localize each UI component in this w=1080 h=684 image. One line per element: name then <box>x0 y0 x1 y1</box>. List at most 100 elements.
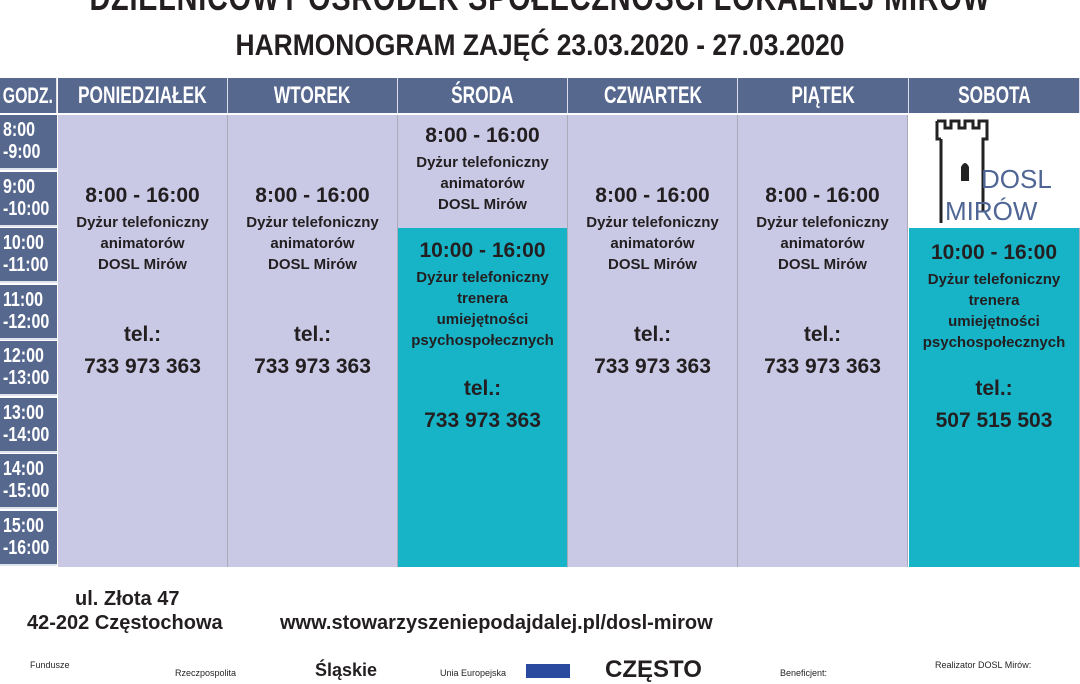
main-title: DZIELNICOWY OŚRODEK SPOŁECZNOŚCI LOKALNE… <box>0 0 1080 18</box>
phone-number: 733 973 363 <box>594 355 711 378</box>
logo-slaskie: Śląskie <box>315 660 378 680</box>
address-street: ul. Złota 47 <box>75 588 180 610</box>
time-slot: 8:00 -9:00 <box>0 115 57 170</box>
hours: 8:00 - 16:00 <box>765 184 880 207</box>
header-wednesday: ŚRODA <box>398 78 568 113</box>
time-text: 11:00 <box>3 288 44 311</box>
tel-label: tel.: <box>123 323 162 346</box>
hours: 8:00 - 16:00 <box>425 124 540 147</box>
beneficjent-label: Beneficjent: <box>780 668 828 678</box>
tel-label: tel.: <box>463 377 502 400</box>
eu-flag-icon <box>526 664 570 678</box>
time-text: 13:00 <box>3 401 44 424</box>
time-slot: 15:00 -16:00 <box>0 510 57 566</box>
desc: DOSL Mirów <box>268 256 357 273</box>
schedule-subtitle: HARMONOGRAM ZAJĘĆ 23.03.2020 - 27.03.202… <box>235 29 845 62</box>
wednesday-animators-cell: 8:00 - 16:00 Dyżur telefoniczny animator… <box>398 115 568 228</box>
desc: umiejętności <box>948 313 1040 330</box>
time-slot: 9:00 -10:00 <box>0 171 57 227</box>
time-slot: 12:00 -13:00 <box>0 341 57 396</box>
time-text: 15:00 <box>3 514 44 537</box>
hours: 10:00 - 16:00 <box>930 241 1058 264</box>
desc: animatorów <box>270 235 355 252</box>
header-label: SOBOTA <box>957 81 1031 109</box>
hours: 10:00 - 16:00 <box>419 239 546 262</box>
time-slot: 11:00 -12:00 <box>0 284 57 340</box>
monday-cell: 8:00 - 16:00 Dyżur telefoniczny animatorów… <box>58 115 228 567</box>
time-text: 10:00 <box>3 232 44 254</box>
desc: DOSL Mirów <box>608 256 697 273</box>
hours: 8:00 - 16:00 <box>255 184 370 207</box>
desc: psychospołecznych <box>411 332 554 349</box>
desc: Dyżur telefoniczny <box>927 271 1061 288</box>
desc: animatorów <box>100 235 185 252</box>
desc: animatorów <box>610 235 695 252</box>
header-godz: GODZ. <box>0 78 57 113</box>
time-text: 12:00 <box>3 345 44 367</box>
desc: umiejętności <box>436 311 529 328</box>
wednesday-trainer-cell: 10:00 - 16:00 Dyżur telefoniczny trenera… <box>398 228 568 567</box>
header-saturday: SOBOTA <box>909 78 1080 113</box>
tel-label: tel.: <box>803 323 842 346</box>
time-text: -15:00 <box>3 480 50 502</box>
time-text: -10:00 <box>3 197 50 220</box>
time-text: -14:00 <box>3 423 50 446</box>
logo-text: MIRÓW <box>945 196 1038 226</box>
time-text: -12:00 <box>3 310 50 333</box>
time-text: 14:00 <box>3 458 44 480</box>
tower-icon <box>935 119 989 223</box>
phone-number: 733 973 363 <box>764 355 881 378</box>
desc: animatorów <box>780 235 865 252</box>
logo-rzeczpospolita: Rzeczpospolita <box>175 668 237 678</box>
desc: Dyżur telefoniczny <box>756 214 889 231</box>
time-text: -16:00 <box>3 536 50 559</box>
address-city: 42-202 Częstochowa <box>27 612 223 634</box>
header-tuesday: WTOREK <box>228 78 398 113</box>
website-link[interactable]: www.stowarzyszeniepodajdalej.pl/dosl-mir… <box>280 612 713 634</box>
desc: Dyżur telefoniczny <box>246 214 379 231</box>
phone-number: 507 515 503 <box>935 409 1053 432</box>
header-thursday: CZWARTEK <box>568 78 738 113</box>
time-text: -9:00 <box>3 141 41 163</box>
desc: DOSL Mirów <box>438 196 527 213</box>
tel-label: tel.: <box>633 323 672 346</box>
dosl-logo: DOSL MIRÓW <box>909 115 1080 228</box>
desc: Dyżur telefoniczny <box>416 154 549 171</box>
header-label: WTOREK <box>274 81 351 109</box>
time-text: 9:00 <box>3 175 36 198</box>
header-friday: PIĄTEK <box>738 78 909 113</box>
logo-fundusze: Fundusze <box>30 660 70 670</box>
logo-text: DOSL <box>981 164 1052 194</box>
header-label: PONIEDZIAŁEK <box>78 81 207 109</box>
time-text: 8:00 <box>3 119 36 141</box>
desc: Dyżur telefoniczny <box>76 214 209 231</box>
tel-label: tel.: <box>975 377 1013 400</box>
header-label: ŚRODA <box>451 81 514 109</box>
logo-ue: Unia Europejska <box>440 668 507 678</box>
hours: 8:00 - 16:00 <box>595 184 710 207</box>
time-slot: 14:00 -15:00 <box>0 454 57 509</box>
desc: Dyżur telefoniczny <box>586 214 719 231</box>
desc: DOSL Mirów <box>778 256 867 273</box>
desc: animatorów <box>440 175 525 192</box>
time-slot: 13:00 -14:00 <box>0 397 57 453</box>
header-label: CZWARTEK <box>603 81 702 109</box>
header-label: GODZ. <box>2 82 54 108</box>
desc: Dyżur telefoniczny <box>416 269 549 286</box>
logo-czesto: CZĘSTO <box>605 656 702 683</box>
thursday-cell: 8:00 - 16:00 Dyżur telefoniczny animatorów… <box>568 115 738 567</box>
time-text: -13:00 <box>3 367 50 389</box>
desc: DOSL Mirów <box>98 256 187 273</box>
desc: trenera <box>457 290 508 307</box>
realizator-label: Realizator DOSL Mirów: <box>935 660 1032 670</box>
header-monday: PONIEDZIAŁEK <box>58 78 228 113</box>
friday-cell: 8:00 - 16:00 Dyżur telefoniczny animatorów… <box>738 115 908 567</box>
header-label: PIĄTEK <box>791 81 855 109</box>
time-text: -11:00 <box>3 254 49 276</box>
desc: trenera <box>968 292 1020 309</box>
phone-number: 733 973 363 <box>84 355 201 378</box>
tuesday-cell: 8:00 - 16:00 Dyżur telefoniczny animatorów… <box>228 115 398 567</box>
desc: psychospołecznych <box>922 334 1066 351</box>
phone-number: 733 973 363 <box>254 355 371 378</box>
saturday-trainer-cell: 10:00 - 16:00 Dyżur telefoniczny trenera… <box>909 228 1080 567</box>
